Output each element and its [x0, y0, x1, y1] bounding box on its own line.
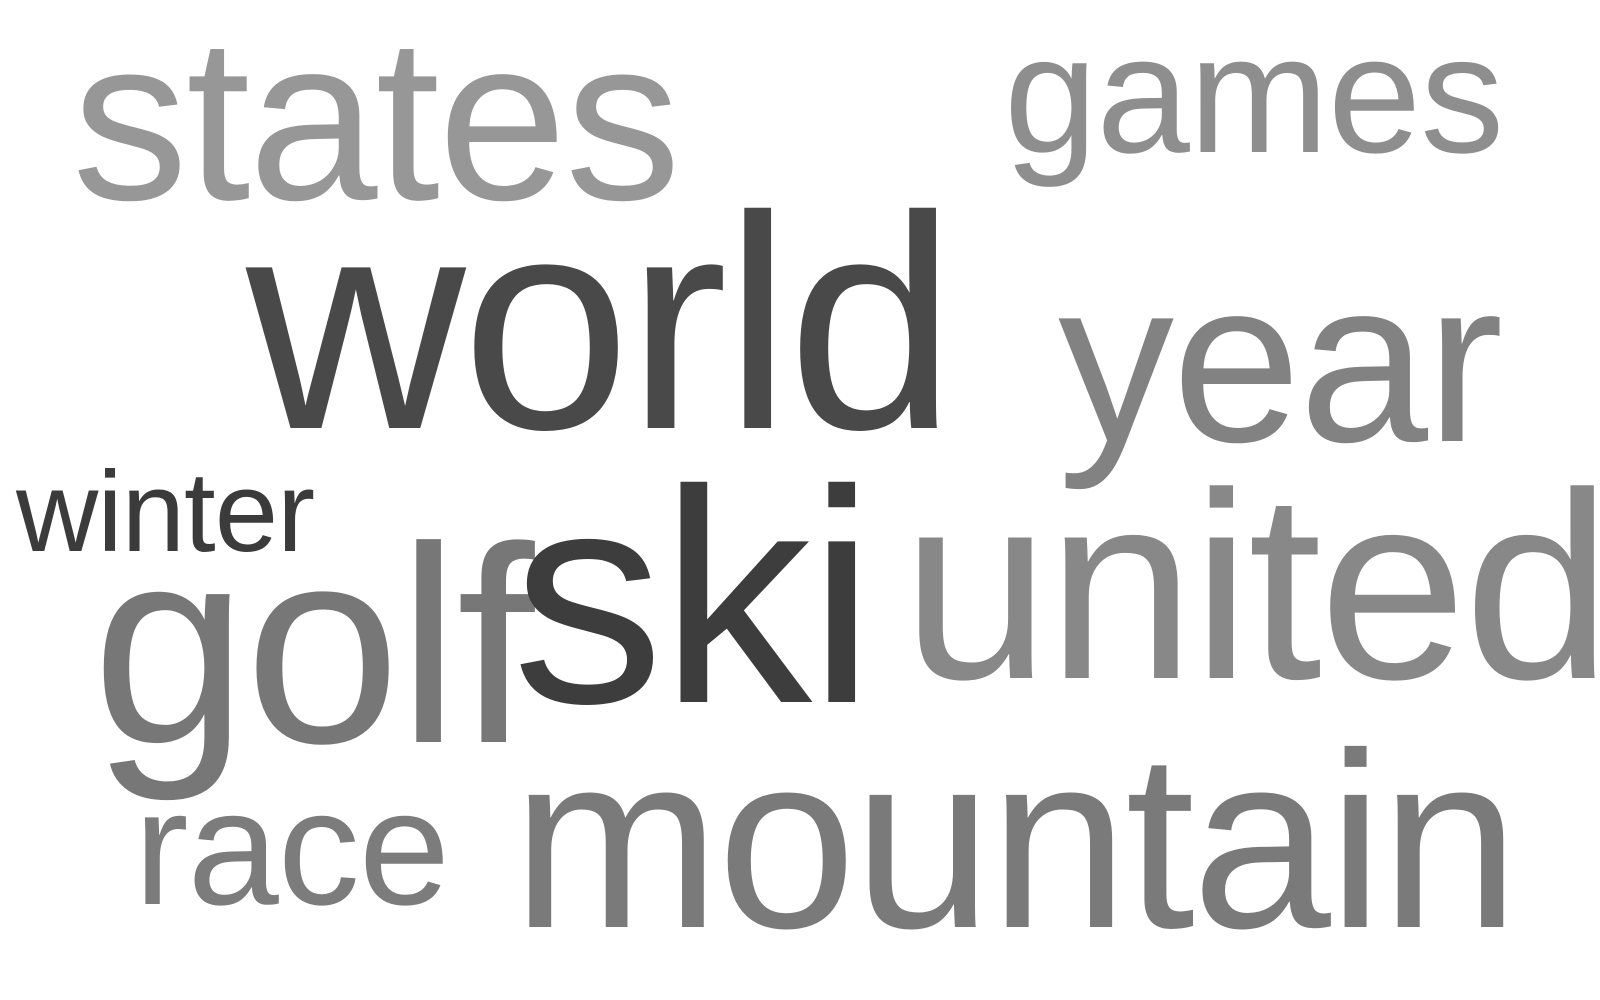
word-year: year [1058, 232, 1503, 491]
word-golf: golf [92, 490, 534, 802]
word-ski: ski [512, 428, 876, 767]
word-race: race [134, 756, 450, 939]
word-games: games [1004, 0, 1504, 188]
word-world: world [246, 154, 956, 493]
word-states: states [72, 0, 681, 249]
word-united: united [902, 438, 1600, 735]
word-mountain: mountain [512, 701, 1519, 980]
word-winter: winter [16, 449, 315, 576]
